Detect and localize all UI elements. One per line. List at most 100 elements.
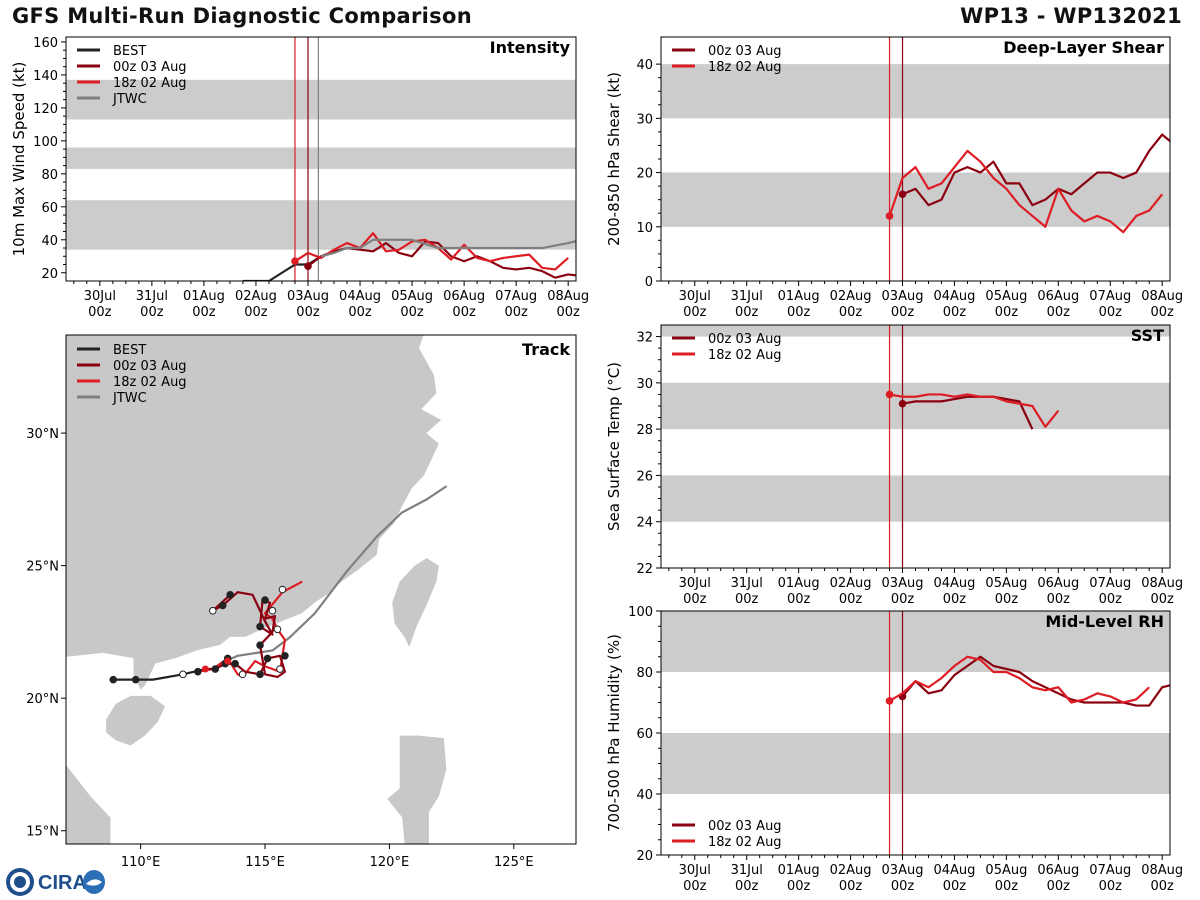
hainan-island <box>105 695 166 747</box>
panel-shear: 01020304030Jul00z31Jul00z01Aug00z02Aug00… <box>605 36 1183 320</box>
x-tick-label-hour: 00z <box>244 305 268 320</box>
x-tick-label-day: 01Aug <box>778 289 820 304</box>
x-tick-label-hour: 00z <box>140 305 164 320</box>
x-tick-label-hour: 00z <box>891 592 915 607</box>
series-00z-03-aug-line <box>902 133 1170 207</box>
track-jtwc-line <box>219 485 448 665</box>
shaded-band <box>66 79 576 120</box>
x-tick-label-hour: 00z <box>943 879 967 894</box>
track-best-point <box>131 675 140 684</box>
x-tick-label-hour: 00z <box>1151 305 1175 320</box>
x-tick-label-day: 05Aug <box>985 576 1027 591</box>
y-tick-label: 22 <box>636 562 653 577</box>
y-tick-label: 160 <box>33 36 58 51</box>
track-00z-03-aug-point <box>261 596 269 604</box>
legend-label: 00z 03 Aug <box>708 44 782 59</box>
track-00z-03-aug-point <box>256 641 264 649</box>
y-tick-label: 24 <box>636 516 653 531</box>
legend-label: 18z 02 Aug <box>708 348 782 363</box>
series-00z-03-aug-line <box>901 655 1170 707</box>
y-tick-label: 60 <box>41 201 58 216</box>
track-00z-03-aug-point <box>256 622 264 631</box>
x-tick-label-day: 07Aug <box>1089 863 1131 878</box>
y-tick-label: 120 <box>33 102 58 117</box>
series-00z-03-aug-start-marker <box>898 399 907 408</box>
x-tick-label-hour: 00z <box>88 305 112 320</box>
panel-sst: 22242628303230Jul00z31Jul00z01Aug00z02Au… <box>605 324 1183 607</box>
series-18z-02-aug-line <box>888 655 1150 704</box>
x-tick-label-hour: 00z <box>452 305 476 320</box>
x-tick-label-hour: 00z <box>787 592 811 607</box>
x-tick-label-day: 08Aug <box>1141 576 1183 591</box>
x-tick-label-hour: 00z <box>943 592 967 607</box>
x-tick-label-hour: 00z <box>943 305 967 320</box>
y-tick-label: 20 <box>636 849 653 864</box>
shaded-band <box>661 382 1170 430</box>
track-00z-03-aug-point <box>256 670 264 679</box>
track-best-line <box>113 667 206 681</box>
x-tick-label-hour: 00z <box>683 592 707 607</box>
y-tick-label: 15°N <box>26 825 59 840</box>
mainland-china <box>66 335 443 691</box>
x-tick-label-day: 06Aug <box>1037 576 1079 591</box>
x-tick-label-hour: 00z <box>1151 592 1175 607</box>
track-00z-03-aug-point <box>218 601 227 610</box>
track-18z-02-aug-point <box>273 625 282 634</box>
legend-label: 18z 02 Aug <box>113 76 187 91</box>
track-18z-02-aug-point <box>268 606 277 615</box>
x-tick-label-hour: 00z <box>1099 592 1123 607</box>
x-tick-label-day: 04Aug <box>339 289 381 304</box>
x-tick-label-hour: 00z <box>995 305 1019 320</box>
shaded-band <box>661 64 1170 119</box>
x-tick-label-day: 06Aug <box>1037 863 1079 878</box>
x-tick-label-day: 30Jul <box>679 863 711 878</box>
x-tick-label-day: 05Aug <box>391 289 433 304</box>
series-00z-03-aug-start-marker <box>898 190 907 199</box>
y-tick-label: 40 <box>636 788 653 803</box>
x-tick-label-day: 01Aug <box>778 576 820 591</box>
x-tick-label-day: 03Aug <box>882 289 924 304</box>
series-00z-03-aug-line <box>902 395 1034 430</box>
legend-label: 00z 03 Aug <box>708 819 782 834</box>
legend-label: 18z 02 Aug <box>708 60 782 75</box>
legend-label: 18z 02 Aug <box>113 375 187 390</box>
track-00z-03-aug-point <box>208 606 217 615</box>
x-tick-label-hour: 00z <box>296 305 320 320</box>
track-00z-03-aug-point <box>231 659 239 668</box>
y-tick-label: 25°N <box>26 560 59 575</box>
series-18z-02-aug-line <box>889 393 1060 428</box>
x-tick-label-hour: 00z <box>735 592 759 607</box>
x-tick-label-hour: 00z <box>504 305 528 320</box>
y-tick-label: 26 <box>636 469 653 484</box>
panel-title: Track <box>522 340 570 359</box>
x-tick-label: 120°E <box>370 855 410 870</box>
x-tick-label-hour: 00z <box>1047 592 1071 607</box>
shaded-band <box>66 200 576 250</box>
y-tick-label: 20°N <box>26 692 59 707</box>
x-tick-label-day: 31Jul <box>731 289 763 304</box>
luzon-island <box>386 735 447 844</box>
y-axis-label: 10m Max Wind Speed (kt) <box>10 62 28 257</box>
x-tick-label-hour: 00z <box>839 879 863 894</box>
legend-label: JTWC <box>112 391 147 406</box>
track-best-point <box>109 675 118 684</box>
x-tick-label-day: 05Aug <box>985 289 1027 304</box>
y-tick-label: 28 <box>636 423 653 438</box>
y-tick-label: 40 <box>636 58 653 73</box>
x-tick-label-hour: 00z <box>839 305 863 320</box>
panel-title: Mid-Level RH <box>1045 612 1164 631</box>
x-tick-label: 110°E <box>121 855 161 870</box>
y-tick-label: 30 <box>636 112 653 127</box>
y-tick-label: 0 <box>645 275 653 290</box>
map-land <box>66 335 447 844</box>
vietnam-coast <box>66 763 112 844</box>
x-tick-label-day: 06Aug <box>443 289 485 304</box>
x-tick-label-day: 02Aug <box>235 289 277 304</box>
y-tick-label: 80 <box>636 666 653 681</box>
panel-rh: 2040608010030Jul00z31Jul00z01Aug00z02Aug… <box>605 605 1183 894</box>
track-00z-03-aug-line <box>205 591 287 679</box>
x-tick-label-day: 04Aug <box>933 289 975 304</box>
x-tick-label-hour: 00z <box>683 879 707 894</box>
